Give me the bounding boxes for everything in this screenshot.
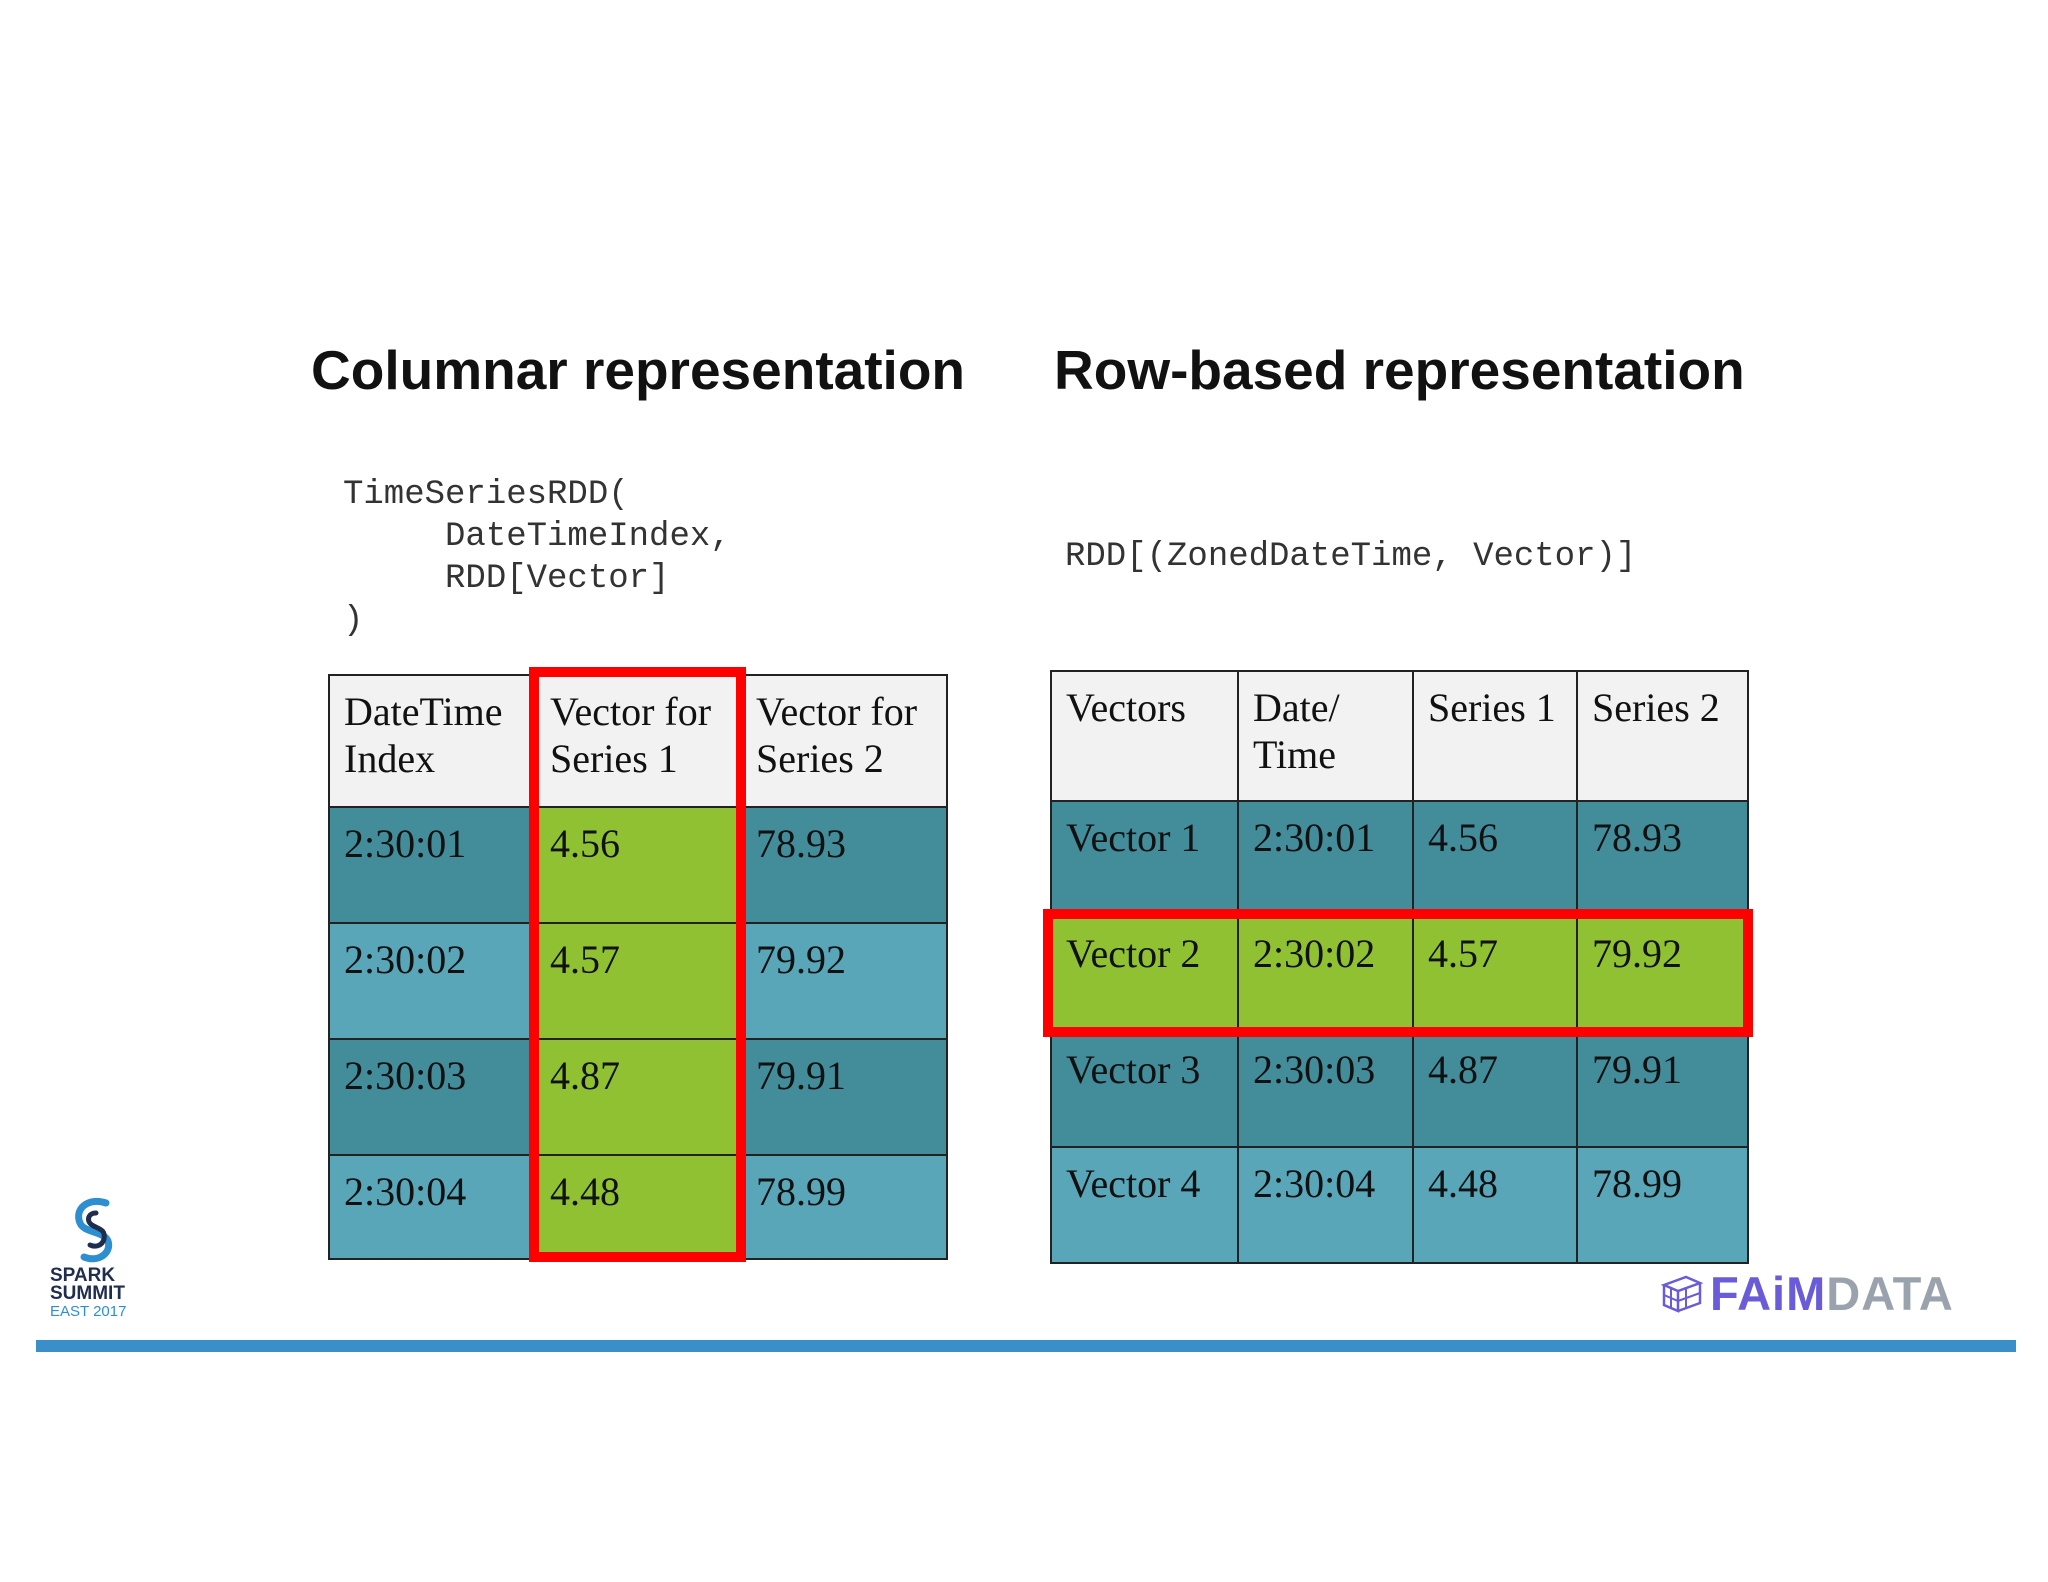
header-text: Vector for — [756, 689, 918, 734]
spark-summit-logo: SPARK SUMMIT EAST 2017 — [50, 1195, 150, 1321]
row-based-header-row: Vectors Date/Time Series 1 Series 2 — [1050, 670, 1749, 802]
vector-name-cell: Vector 3 — [1050, 1032, 1239, 1148]
datetime-cell: 2:30:02 — [1237, 916, 1414, 1034]
table-row: Vector 4 2:30:04 4.48 78.99 — [1050, 1146, 1749, 1264]
header-text: Series 1 — [1428, 685, 1556, 730]
datetime-cell: 2:30:03 — [328, 1038, 536, 1156]
header-text: Series 1 — [550, 736, 678, 781]
datetime-cell: 2:30:04 — [328, 1154, 536, 1260]
faimdata-cube-icon — [1660, 1275, 1704, 1313]
row-based-table: Vectors Date/Time Series 1 Series 2 Vect… — [1050, 670, 1749, 1264]
datetime-cell: 2:30:04 — [1237, 1146, 1414, 1264]
series-2-cell: 79.92 — [1576, 916, 1749, 1034]
columnar-code: TimeSeriesRDD( DateTimeIndex, RDD[Vector… — [343, 476, 731, 640]
faimdata-logo: FAiM DATA — [1660, 1266, 1954, 1320]
series-2-cell: 78.99 — [1576, 1146, 1749, 1264]
header-text: Time — [1253, 732, 1337, 777]
vector-name-cell: Vector 1 — [1050, 800, 1239, 918]
series-1-cell: 4.57 — [1412, 916, 1578, 1034]
datetime-cell: 2:30:03 — [1237, 1032, 1414, 1148]
header-vector-series-1: Vector for Series 1 — [534, 674, 742, 808]
table-row: 2:30:02 4.57 79.92 — [328, 922, 948, 1040]
series-1-cell: 4.87 — [534, 1038, 742, 1156]
datetime-cell: 2:30:02 — [328, 922, 536, 1040]
table-row: 2:30:03 4.87 79.91 — [328, 1038, 948, 1156]
series-2-cell: 78.93 — [1576, 800, 1749, 918]
header-vector-series-2: Vector for Series 2 — [740, 674, 948, 808]
spark-text-line: SUMMIT — [50, 1283, 125, 1304]
columnar-header-row: DateTime Index Vector for Series 1 Vector … — [328, 674, 948, 808]
datetime-cell: 2:30:01 — [1237, 800, 1414, 918]
series-2-cell: 79.91 — [1576, 1032, 1749, 1148]
header-series-1: Series 1 — [1412, 670, 1578, 802]
header-text: Vector for — [550, 689, 712, 734]
table-row: Vector 2 2:30:02 4.57 79.92 — [1050, 916, 1749, 1034]
series-2-cell: 79.92 — [740, 922, 948, 1040]
spark-text-line: SPARK — [50, 1265, 116, 1286]
series-2-cell: 79.91 — [740, 1038, 948, 1156]
series-1-cell: 4.57 — [534, 922, 742, 1040]
table-row: 2:30:01 4.56 78.93 — [328, 806, 948, 924]
series-1-cell: 4.48 — [534, 1154, 742, 1260]
header-series-2: Series 2 — [1576, 670, 1749, 802]
table-row: Vector 1 2:30:01 4.56 78.93 — [1050, 800, 1749, 918]
vector-name-cell: Vector 2 — [1050, 916, 1239, 1034]
header-vectors: Vectors — [1050, 670, 1239, 802]
table-row: 2:30:04 4.48 78.99 — [328, 1154, 948, 1260]
series-1-cell: 4.87 — [1412, 1032, 1578, 1148]
header-datetime-index: DateTime Index — [328, 674, 536, 808]
header-text: Index — [344, 736, 436, 781]
series-1-cell: 4.48 — [1412, 1146, 1578, 1264]
series-2-cell: 78.99 — [740, 1154, 948, 1260]
spark-swirl-icon — [75, 1198, 113, 1263]
row-based-code: RDD[(ZonedDateTime, Vector)] — [1065, 538, 1637, 576]
footer-bar — [36, 1340, 2016, 1352]
header-text: DateTime — [344, 689, 503, 734]
spark-text-line: EAST 2017 — [50, 1303, 127, 1320]
spark-summit-text: SPARK SUMMIT EAST 2017 — [50, 1265, 150, 1321]
datetime-cell: 2:30:01 — [328, 806, 536, 924]
faimdata-logo-part: FAiM — [1710, 1266, 1827, 1320]
series-1-cell: 4.56 — [534, 806, 742, 924]
header-text: Series 2 — [756, 736, 884, 781]
faimdata-logo-part: DATA — [1826, 1266, 1954, 1320]
header-text: Date/ — [1253, 685, 1340, 730]
header-text: Vectors — [1066, 685, 1186, 730]
columnar-heading: Columnar representation — [311, 339, 966, 401]
header-text: Series 2 — [1592, 685, 1720, 730]
series-2-cell: 78.93 — [740, 806, 948, 924]
header-date-time: Date/Time — [1237, 670, 1414, 802]
columnar-table: DateTime Index Vector for Series 1 Vector … — [328, 674, 948, 1260]
row-based-heading: Row-based representation — [1054, 339, 1745, 401]
table-row: Vector 3 2:30:03 4.87 79.91 — [1050, 1032, 1749, 1148]
vector-name-cell: Vector 4 — [1050, 1146, 1239, 1264]
series-1-cell: 4.56 — [1412, 800, 1578, 918]
